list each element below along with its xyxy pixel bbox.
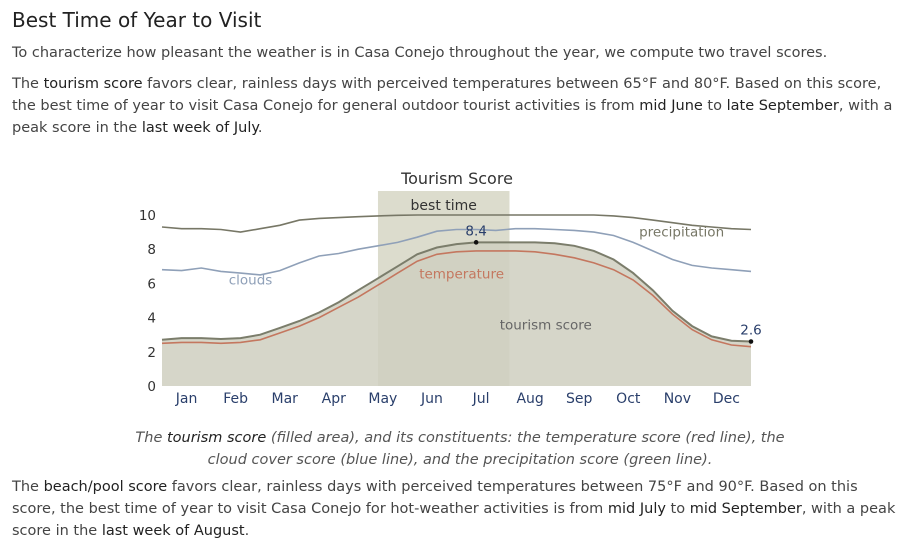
tourism-score-line bbox=[161, 241, 752, 343]
x-tick-label: May bbox=[368, 391, 397, 407]
beach-best-end: mid September bbox=[689, 501, 802, 517]
clouds-line bbox=[161, 227, 752, 276]
clouds-label: clouds bbox=[229, 272, 273, 288]
y-tick-label: 8 bbox=[147, 242, 156, 258]
tourism-score-label: tourism score bbox=[500, 318, 592, 334]
x-tick-label: Dec bbox=[713, 391, 740, 407]
tourism-score-area bbox=[162, 242, 751, 386]
best-time-end: late September bbox=[726, 98, 839, 114]
x-tick-label: Nov bbox=[664, 391, 691, 407]
peak-time: last week of July bbox=[141, 120, 258, 136]
chart-caption: The tourism score (filled area), and its… bbox=[135, 429, 785, 468]
y-tick-label: 0 bbox=[147, 379, 156, 395]
precipitation-line bbox=[161, 214, 752, 233]
x-tick-label: Oct bbox=[616, 391, 641, 407]
x-tick-label: Sep bbox=[566, 391, 593, 407]
value-annotation: 8.4 bbox=[465, 223, 486, 239]
y-tick-label: 2 bbox=[147, 345, 156, 361]
x-tick-label: Jan bbox=[175, 391, 198, 407]
tourism-score-description: The tourism score favors clear, rainless… bbox=[12, 76, 893, 136]
beach-score-description: The beach/pool score favors clear, rainl… bbox=[12, 479, 896, 539]
y-tick-label: 6 bbox=[147, 276, 156, 292]
tourism-score-keyword: tourism score bbox=[43, 76, 143, 92]
x-tick-label: Apr bbox=[322, 391, 346, 407]
beach-peak-time: last week of August bbox=[101, 523, 245, 539]
x-tick-label: Jun bbox=[420, 391, 443, 407]
value-annotation: 2.6 bbox=[740, 323, 761, 339]
x-tick-label: Mar bbox=[271, 391, 298, 407]
beach-best-start: mid July bbox=[607, 501, 666, 517]
peak-marker bbox=[473, 240, 479, 245]
intro-text: To characterize how pleasant the weather… bbox=[12, 45, 828, 61]
x-tick-label: Jul bbox=[472, 391, 490, 407]
y-tick-label: 10 bbox=[139, 208, 156, 224]
best-time-start: mid June bbox=[639, 98, 703, 114]
peak-marker bbox=[748, 339, 754, 344]
chart-title: Tourism Score bbox=[400, 169, 513, 188]
x-tick-label: Feb bbox=[223, 391, 248, 407]
caption-tourism-score: tourism score bbox=[166, 429, 267, 446]
best-time-label: best time bbox=[411, 198, 477, 214]
temperature-label: temperature bbox=[419, 266, 504, 282]
temperature-line bbox=[161, 250, 752, 348]
page-title: Best Time of Year to Visit bbox=[12, 8, 262, 32]
beach-score-keyword: beach/pool score bbox=[43, 479, 168, 495]
y-tick-label: 4 bbox=[147, 311, 156, 327]
x-tick-label: Aug bbox=[516, 391, 543, 407]
precipitation-label: precipitation bbox=[639, 224, 724, 240]
